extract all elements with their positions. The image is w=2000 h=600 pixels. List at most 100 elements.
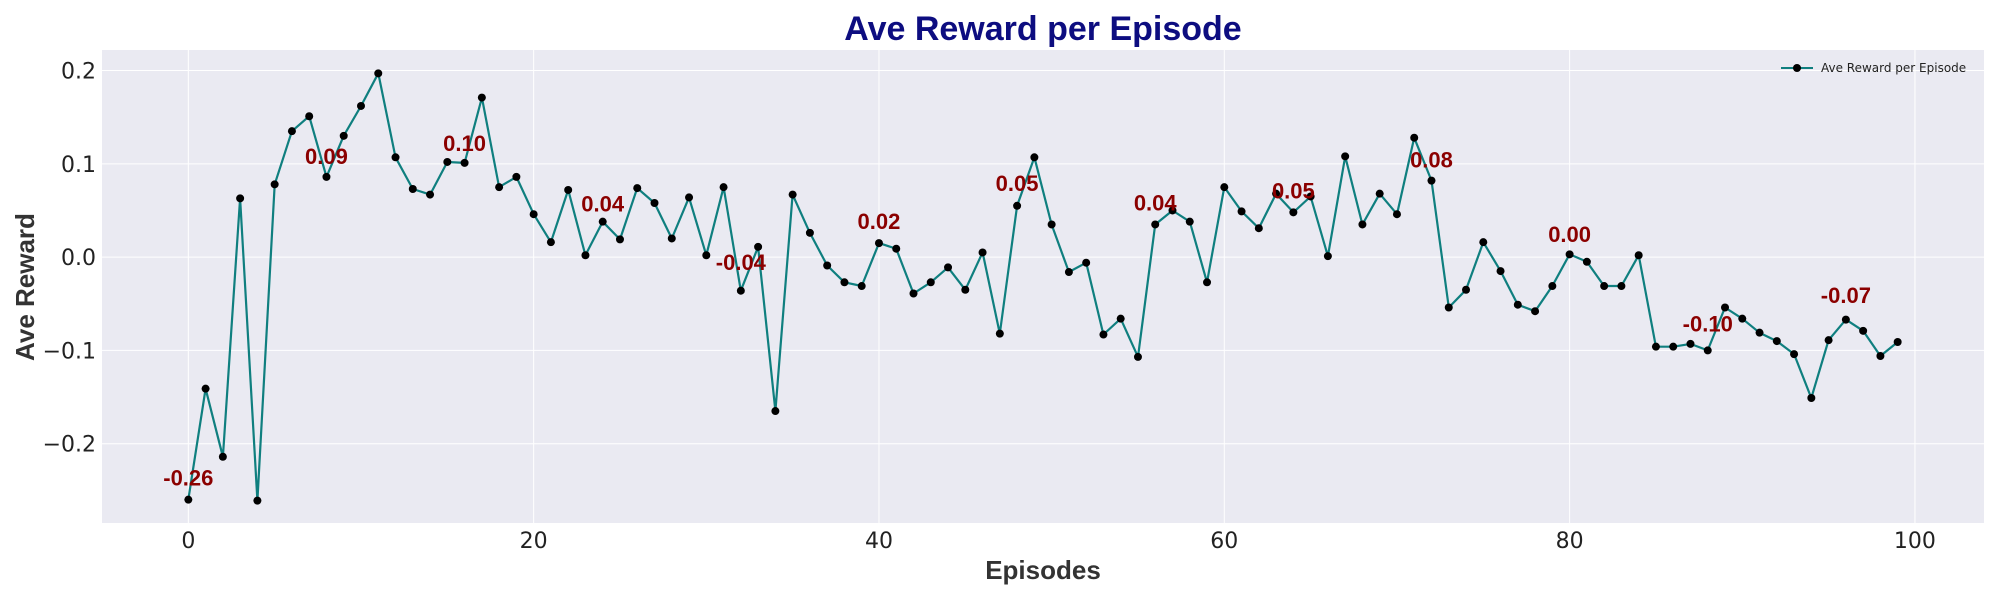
- data-annotation: 0.00: [1548, 222, 1591, 247]
- data-point: [460, 158, 469, 167]
- chart-title: Ave Reward per Episode: [844, 10, 1241, 48]
- y-tick-label: −0.1: [43, 339, 96, 364]
- data-point: [1375, 189, 1384, 198]
- data-point: [667, 234, 676, 243]
- data-point: [1289, 208, 1298, 217]
- data-point: [236, 194, 245, 203]
- data-point: [598, 217, 607, 226]
- data-point: [1893, 338, 1902, 347]
- data-point: [1151, 220, 1160, 229]
- data-point: [1859, 326, 1868, 335]
- data-point: [719, 183, 728, 192]
- data-point: [356, 101, 365, 110]
- data-point: [1600, 282, 1609, 291]
- data-point: [253, 496, 262, 505]
- y-axis-label: Ave Reward: [10, 213, 40, 361]
- data-point: [408, 185, 417, 194]
- data-point: [1686, 339, 1695, 348]
- data-point: [495, 183, 504, 192]
- data-point: [477, 93, 486, 102]
- data-annotation: -0.04: [716, 250, 767, 275]
- x-tick-label: 80: [1556, 529, 1584, 554]
- data-point: [1444, 303, 1453, 312]
- x-tick-label: 100: [1894, 529, 1936, 554]
- grid-lines: [102, 50, 1984, 523]
- legend-marker: [1793, 64, 1801, 72]
- data-point: [1306, 192, 1315, 201]
- data-point: [944, 263, 953, 272]
- data-point: [1168, 206, 1177, 215]
- data-point: [754, 242, 763, 251]
- data-point: [1185, 217, 1194, 226]
- y-tick-label: 0.0: [61, 246, 96, 271]
- data-annotation: 0.05: [1272, 178, 1315, 203]
- data-point: [529, 210, 538, 219]
- data-point: [978, 248, 987, 257]
- data-point: [1617, 282, 1626, 291]
- data-point: [1427, 176, 1436, 185]
- data-point: [1030, 153, 1039, 162]
- series-layer: [184, 69, 1902, 505]
- data-point: [1064, 268, 1073, 277]
- data-annotation: 0.08: [1410, 148, 1453, 173]
- data-point: [857, 282, 866, 291]
- data-point: [564, 185, 573, 194]
- data-point: [685, 193, 694, 202]
- data-annotation: 0.09: [305, 144, 348, 169]
- data-point: [374, 69, 383, 78]
- data-point: [512, 172, 521, 181]
- data-point: [443, 157, 452, 166]
- data-point: [1047, 220, 1056, 229]
- data-point: [633, 184, 642, 193]
- data-point: [805, 228, 814, 237]
- data-point: [1669, 342, 1678, 351]
- data-point: [1721, 303, 1730, 312]
- data-point: [1341, 152, 1350, 161]
- data-point: [1582, 257, 1591, 266]
- data-point: [1703, 346, 1712, 355]
- data-point: [1220, 183, 1229, 192]
- x-tick-label: 60: [1210, 529, 1238, 554]
- data-point: [270, 180, 279, 189]
- data-point: [823, 261, 832, 270]
- data-point: [615, 235, 624, 244]
- data-point: [426, 190, 435, 199]
- data-annotation: -0.07: [1821, 283, 1871, 308]
- data-annotation: -0.26: [163, 466, 213, 491]
- y-axis-ticks: −0.2 −0.1 0.0 0.1 0.2: [43, 60, 96, 458]
- data-point: [1013, 201, 1022, 210]
- data-point: [1548, 282, 1557, 291]
- data-point: [305, 112, 314, 121]
- legend: Ave Reward per Episode: [1781, 61, 1966, 75]
- x-axis-label: Episodes: [985, 555, 1101, 585]
- data-annotation: 0.02: [858, 209, 901, 234]
- data-point: [339, 131, 348, 140]
- data-point: [1634, 251, 1643, 260]
- data-point: [1272, 189, 1281, 198]
- data-point: [1513, 300, 1522, 309]
- data-point: [1116, 314, 1125, 323]
- data-point: [1392, 210, 1401, 219]
- data-point: [1565, 250, 1574, 259]
- x-tick-label: 40: [865, 529, 893, 554]
- data-point: [909, 289, 918, 298]
- data-point: [1755, 328, 1764, 337]
- data-point: [1790, 350, 1799, 359]
- y-tick-label: 0.1: [61, 153, 96, 178]
- data-point: [1410, 133, 1419, 142]
- data-annotation: 0.04: [581, 191, 625, 216]
- series-line: [187, 72, 1899, 502]
- y-tick-label: −0.2: [43, 433, 96, 458]
- data-annotation: 0.04: [1134, 190, 1178, 215]
- data-point: [1824, 336, 1833, 345]
- x-tick-label: 20: [520, 529, 548, 554]
- data-point: [546, 238, 555, 247]
- data-point: [1237, 207, 1246, 216]
- x-tick-label: 0: [181, 529, 195, 554]
- data-point: [771, 407, 780, 416]
- data-point: [892, 244, 901, 253]
- legend-label: Ave Reward per Episode: [1821, 61, 1966, 75]
- data-point: [926, 278, 935, 287]
